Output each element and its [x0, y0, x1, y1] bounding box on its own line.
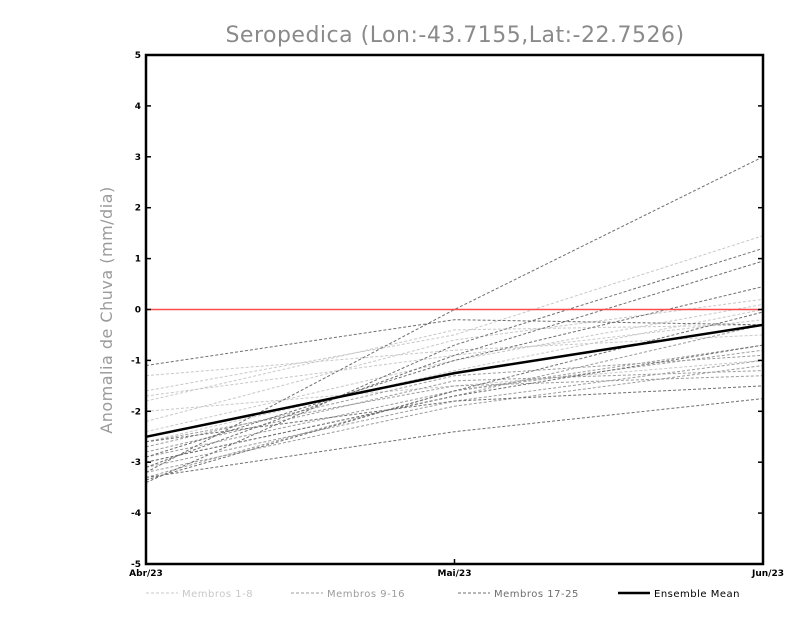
y-tick-label: -4: [131, 509, 141, 519]
member-line-group3-5: [145, 319, 764, 366]
y-tick-label: -3: [131, 458, 141, 468]
ensemble-mean-line: [145, 323, 764, 439]
member-line-group3-9: [145, 311, 764, 481]
y-tick-label: 5: [135, 51, 141, 61]
legend-label: Membros 9-16: [327, 589, 405, 600]
y-tick-label: -1: [131, 356, 141, 366]
member-line-group2-3: [145, 370, 764, 453]
member-line-group3-6: [145, 398, 764, 478]
member-line-group3-4: [145, 286, 764, 458]
y-axis-label: Anomalia de Chuva (mm/dia): [97, 186, 116, 433]
legend-label: Ensemble Mean: [654, 589, 740, 600]
plot-area: -5 -4 -3 -2 -1 0 1 2 3 4 5 Abr/23 Mai/23 Jun/23: [129, 51, 784, 579]
y-tick-label: -2: [131, 407, 141, 417]
member-line-group3-1: [145, 156, 764, 473]
member-line-group2-8: [145, 349, 764, 478]
chart-title: Seropedica (Lon:-43.7155,Lat:-22.7526): [225, 23, 684, 48]
member-line-group1-2: [145, 298, 764, 422]
member-line-group2-5: [145, 354, 764, 448]
x-tick-label: Mai/23: [438, 569, 472, 579]
legend-label: Membros 1-8: [182, 589, 253, 600]
y-tick-label: 4: [135, 102, 141, 112]
y-tick-label: 2: [135, 204, 141, 214]
member-line-group3-8: [145, 344, 764, 463]
member-line-group3-7: [145, 385, 764, 443]
member-line-group3-3: [145, 260, 764, 468]
legend: Membros 1-8 Membros 9-16 Membros 17-25 Ense…: [146, 589, 740, 600]
y-tick-label: -5: [131, 560, 141, 570]
y-tick-label: 3: [135, 153, 141, 163]
member-line-group3-2: [145, 247, 764, 484]
member-line-group1-7: [145, 319, 764, 397]
member-line-group1-3: [145, 324, 764, 402]
x-tick-label: Abr/23: [129, 569, 163, 579]
member-line-group1-6: [145, 359, 764, 412]
y-tick-label: 1: [135, 255, 141, 265]
y-tick-label: 0: [135, 306, 141, 316]
legend-label: Membros 17-25: [494, 589, 579, 600]
x-tick-label: Jun/23: [751, 569, 784, 579]
